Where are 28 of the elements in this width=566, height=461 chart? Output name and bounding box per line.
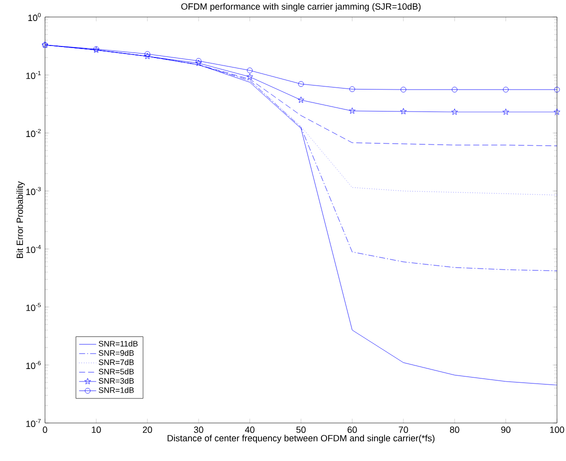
x-tick-label: 70 [398,426,408,433]
legend-label: SNR=7dB [98,359,134,366]
y-tick-label: 10$^{-3}$ [26,186,41,196]
legend-label: SNR=11dB [98,340,138,347]
x-axis-title: Distance of center frequency between OFDM and single carrier(*fs) [168,434,434,444]
x-tick-label: 90 [501,426,510,433]
x-tick-label: 0 [42,426,48,433]
x-tick-label: 60 [348,426,357,433]
y-axis-title: Bit Error Probability [16,181,25,258]
x-tick-label: 20 [142,426,152,433]
y-tick-label: 10$^{-2}$ [26,128,41,138]
y-tick-label: 10$^{-4}$ [26,244,41,254]
y-tick-label: 10$^{-5}$ [26,302,41,312]
y-tick-label: 10$^{0}$ [28,12,41,22]
chart-title: OFDM performance with single carrier jamming (SJR=10dB) [181,3,421,12]
y-tick-label: 10$^{-1}$ [26,70,41,80]
x-tick-label: 100 [550,426,564,433]
x-tick-label: 30 [194,426,204,433]
y-tick-label: 10$^{-7}$ [26,418,41,428]
y-tick-label: 10$^{-6}$ [26,360,41,370]
legend-label: SNR=9dB [98,350,134,356]
x-tick-label: 80 [450,426,460,433]
x-tick-label: 10 [92,426,101,433]
x-tick-label: 50 [296,426,306,433]
x-tick-label: 40 [245,426,254,433]
legend-label: SNR=1dB [98,387,134,394]
legend-label: SNR=3dB [98,378,134,384]
legend-label: SNR=5dB [98,368,134,374]
